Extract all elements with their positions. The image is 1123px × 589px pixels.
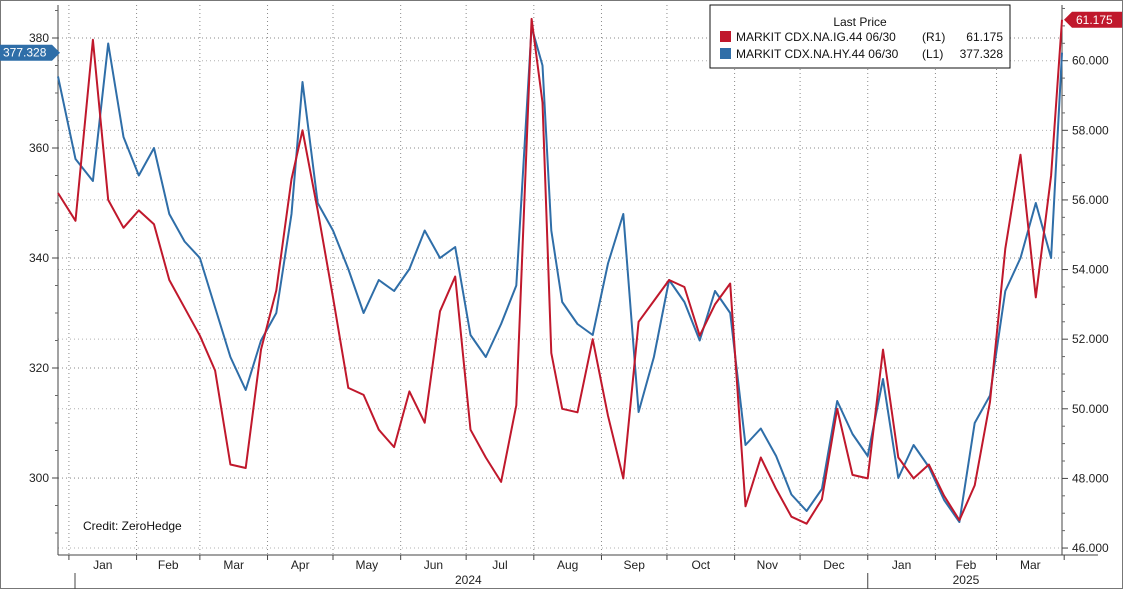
month-label: Jan: [93, 558, 112, 572]
left-axis-tick-label: 340: [29, 251, 49, 265]
right-axis-tick-label: 60.000: [1072, 54, 1109, 68]
month-label: Jun: [424, 558, 443, 572]
legend-title: Last Price: [833, 15, 887, 29]
month-label: Feb: [956, 558, 977, 572]
month-label: Jan: [892, 558, 911, 572]
left-axis-tick-label: 320: [29, 361, 49, 375]
right-axis-tick-label: 50.000: [1072, 402, 1109, 416]
month-label: Sep: [624, 558, 646, 572]
left-axis-tick-label: 360: [29, 141, 49, 155]
month-label: Dec: [823, 558, 844, 572]
year-label: 2024: [455, 573, 482, 587]
month-label: Aug: [557, 558, 578, 572]
month-label: Oct: [691, 558, 710, 572]
left-axis-tick-label: 380: [29, 31, 49, 45]
legend: Last Price MARKIT CDX.NA.IG.44 06/30 (R1…: [710, 5, 1010, 68]
legend-swatch-hy: [720, 48, 731, 59]
month-label: Mar: [1020, 558, 1041, 572]
legend-swatch-ig: [720, 31, 731, 42]
year-label: 2025: [953, 573, 980, 587]
right-axis-tick-label: 58.000: [1072, 123, 1109, 137]
month-label: Apr: [291, 558, 310, 572]
month-label: Nov: [757, 558, 778, 572]
legend-entry-ig-axis: (R1): [922, 30, 945, 44]
legend-entry-ig-last: 61.175: [966, 30, 1003, 44]
month-label: Feb: [158, 558, 179, 572]
legend-entry-ig-name: MARKIT CDX.NA.IG.44 06/30: [736, 30, 896, 44]
legend-entry-hy-name: MARKIT CDX.NA.HY.44 06/30: [736, 47, 899, 61]
month-label: Mar: [223, 558, 244, 572]
right-axis-tick-label: 56.000: [1072, 193, 1109, 207]
month-label: Jul: [492, 558, 507, 572]
credit-label: Credit: ZeroHedge: [83, 519, 182, 533]
right-axis-tick-label: 54.000: [1072, 263, 1109, 277]
left-last-value-label: 377.328: [3, 46, 47, 60]
legend-entry-hy-last: 377.328: [960, 47, 1004, 61]
right-axis-tick-label: 46.000: [1072, 541, 1109, 555]
left-axis-tick-label: 300: [29, 471, 49, 485]
month-label: May: [356, 558, 379, 572]
right-axis-tick-label: 52.000: [1072, 332, 1109, 346]
legend-entry-hy-axis: (L1): [922, 47, 943, 61]
right-axis-tick-label: 48.000: [1072, 471, 1109, 485]
right-last-value-label: 61.175: [1076, 13, 1113, 27]
